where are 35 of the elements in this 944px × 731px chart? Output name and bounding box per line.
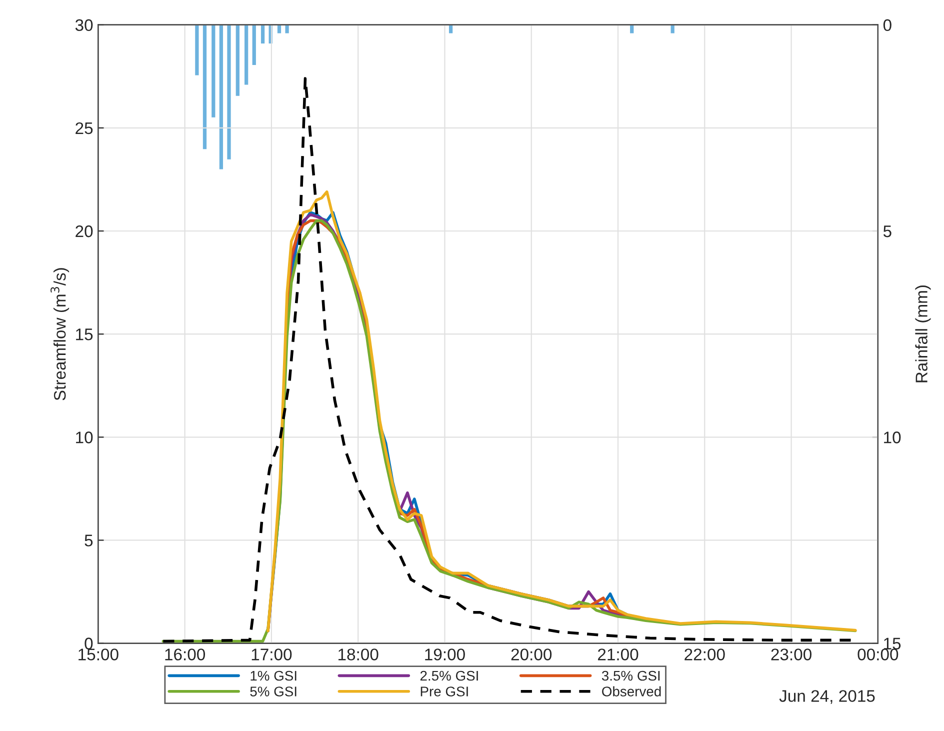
bar xyxy=(669,24,676,35)
y-tick-label: 20 xyxy=(76,225,93,238)
legend-label: Observed xyxy=(602,686,661,696)
y-tick-label: 10 xyxy=(76,432,93,444)
y-tick-label: 25 xyxy=(76,122,93,134)
x-tick-label: 22:00 xyxy=(684,648,725,660)
legend-label: 1% GSI xyxy=(250,670,296,681)
legend-label: 5% GSI xyxy=(250,686,296,696)
y-tick-label: 0 xyxy=(84,638,93,650)
x-tick-label: 00:00 xyxy=(858,648,898,660)
text: Jun 24, 2015 xyxy=(779,690,875,704)
x-tick-label: 21:00 xyxy=(598,648,638,660)
line-series xyxy=(266,190,857,632)
y-tick-label: 15 xyxy=(76,328,93,340)
y-axis-title: Streamflow (m$^{3}$/s) xyxy=(50,268,70,400)
legend-label: Pre GSI xyxy=(420,686,468,696)
x-tick-label: 20:00 xyxy=(511,648,552,660)
y2-tick-label: 0 xyxy=(883,19,892,32)
y-tick-label: 30 xyxy=(75,19,93,32)
y2-tick-label: 15 xyxy=(884,638,901,650)
y2-axis-title: Rainfall (mm) xyxy=(915,286,931,382)
y-tick-label: 5 xyxy=(84,534,93,546)
legend-label: 2.5% GSI xyxy=(420,670,478,681)
bar xyxy=(628,24,636,35)
bar xyxy=(234,24,241,98)
x-tick-label: 15:00 xyxy=(78,648,118,660)
x-tick-label: 16:00 xyxy=(165,648,206,660)
y2-tick-label: 10 xyxy=(884,432,901,444)
y2-tick-label: 5 xyxy=(883,226,892,238)
x-tick-label: 19:00 xyxy=(425,648,465,660)
bar xyxy=(448,24,454,35)
x-tick-label: 17:00 xyxy=(252,648,292,660)
legend-label: 3.5% GSI xyxy=(602,670,660,681)
x-tick-label: 23:00 xyxy=(771,648,812,660)
x-tick-label: 18:00 xyxy=(338,648,378,660)
